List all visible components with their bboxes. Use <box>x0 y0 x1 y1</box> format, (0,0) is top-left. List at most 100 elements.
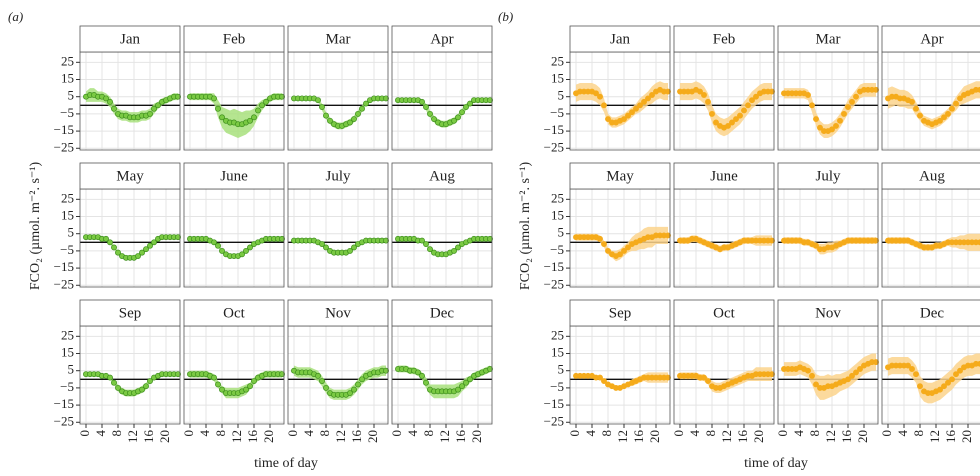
strip-label: Apr <box>430 31 453 47</box>
x-tick-label: 16 <box>631 430 646 444</box>
y-tick-label: 15 <box>551 344 564 359</box>
x-tick-label: 20 <box>855 430 870 443</box>
data-point <box>455 244 461 251</box>
data-point <box>215 242 221 249</box>
data-point <box>175 93 181 100</box>
y-tick-label: 15 <box>551 70 564 85</box>
data-point <box>665 88 671 95</box>
y-axis-label: FCO₂ (µmol. m⁻². s⁻¹) <box>518 162 533 291</box>
data-point <box>151 105 157 112</box>
data-point <box>319 104 325 110</box>
data-point <box>247 117 253 124</box>
data-point <box>355 381 361 388</box>
data-point <box>459 109 465 116</box>
y-tick-label: 15 <box>61 344 74 359</box>
x-tick-label: 16 <box>141 430 156 444</box>
y-tick-label: −15 <box>54 122 74 137</box>
data-point <box>909 98 915 105</box>
strip-label: May <box>116 168 144 184</box>
strip <box>673 299 775 327</box>
x-tick-label: 4 <box>197 430 212 437</box>
strip <box>391 299 493 327</box>
data-point <box>151 239 157 246</box>
data-point <box>415 369 421 376</box>
data-point <box>977 360 980 367</box>
data-point <box>243 247 249 254</box>
data-point <box>769 237 775 244</box>
error-band <box>888 233 980 251</box>
strip <box>569 25 671 53</box>
data-point <box>135 253 141 260</box>
strip <box>79 25 181 53</box>
data-point <box>351 386 357 393</box>
strip-label: Feb <box>713 31 736 47</box>
data-point <box>147 242 153 249</box>
y-tick-label: 5 <box>558 362 565 377</box>
data-point <box>255 107 261 114</box>
data-point <box>319 378 325 384</box>
y-tick-label: −5 <box>550 379 564 394</box>
data-point <box>725 122 731 129</box>
strip-label: Mar <box>326 31 351 47</box>
y-tick-label: 25 <box>551 327 564 342</box>
data-point <box>629 109 635 116</box>
data-point <box>327 117 333 124</box>
data-point <box>259 102 265 109</box>
data-point <box>211 95 217 102</box>
x-tick-label: 16 <box>735 430 750 444</box>
error-band <box>86 88 178 123</box>
x-tick-label: 20 <box>959 430 974 443</box>
data-point <box>909 366 915 372</box>
data-point <box>383 237 389 244</box>
data-point <box>463 104 469 110</box>
x-tick-label: 12 <box>719 430 734 443</box>
data-point <box>977 86 980 93</box>
data-point <box>103 95 109 102</box>
x-tick-label: 20 <box>157 430 172 443</box>
data-point <box>383 367 389 374</box>
data-point <box>913 105 919 112</box>
data-point <box>467 100 473 107</box>
data-point <box>917 383 923 390</box>
strip <box>569 299 671 327</box>
data-point <box>729 119 735 126</box>
y-tick-label: −25 <box>54 276 74 291</box>
data-point <box>139 249 145 256</box>
data-point <box>945 110 951 117</box>
data-point <box>705 378 711 384</box>
data-point <box>115 384 121 391</box>
x-tick-label: 0 <box>879 430 894 437</box>
x-tick-label: 4 <box>93 430 108 437</box>
y-tick-label: −25 <box>54 413 74 428</box>
data-point <box>111 379 117 386</box>
x-tick-label: 8 <box>421 430 436 437</box>
data-point <box>853 93 859 100</box>
data-point <box>625 112 631 119</box>
data-point <box>147 378 153 384</box>
data-point <box>873 237 879 244</box>
data-point <box>601 378 607 384</box>
data-point <box>945 379 951 386</box>
x-tick-label: 4 <box>301 430 316 437</box>
y-tick-label: 25 <box>61 53 74 68</box>
strip-label: Nov <box>815 305 841 321</box>
data-point <box>319 241 325 247</box>
data-point <box>423 379 429 386</box>
strip <box>79 162 181 190</box>
strip <box>673 162 775 190</box>
x-tick-label: 8 <box>109 430 124 437</box>
data-point <box>467 376 473 383</box>
y-tick-label: 5 <box>68 362 75 377</box>
x-tick-label: 12 <box>125 430 140 443</box>
data-point <box>601 241 607 247</box>
data-point <box>845 376 851 383</box>
strip-label: Apr <box>920 31 943 47</box>
y-tick-label: −15 <box>54 259 74 274</box>
data-point <box>155 102 161 109</box>
y-tick-label: −5 <box>550 242 564 257</box>
strip <box>183 162 285 190</box>
x-tick-label: 0 <box>567 430 582 437</box>
strip <box>569 162 671 190</box>
data-point <box>487 366 493 372</box>
